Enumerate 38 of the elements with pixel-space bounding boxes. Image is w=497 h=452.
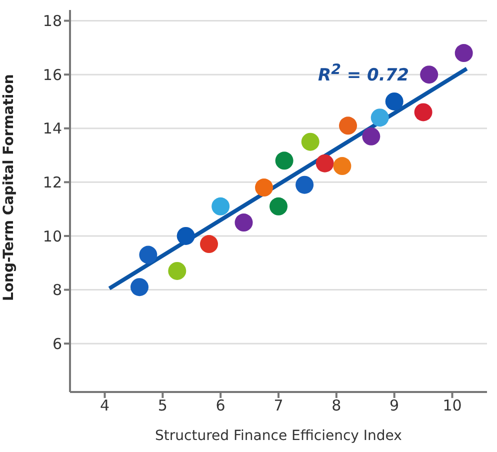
point — [275, 152, 294, 170]
point — [212, 197, 230, 216]
x-tick-label: 5 — [158, 396, 168, 415]
point — [362, 127, 380, 146]
y-tick-label: 16 — [42, 66, 62, 84]
y-tick-label: 10 — [42, 227, 62, 246]
x-tick-label: 4 — [100, 396, 110, 415]
point — [370, 108, 389, 127]
point — [139, 246, 158, 264]
y-tick-label: 8 — [52, 281, 62, 300]
x-tick-label: 7 — [274, 396, 284, 415]
point — [200, 235, 218, 254]
point — [255, 178, 274, 197]
point — [333, 157, 352, 176]
y-tick-label: 12 — [42, 173, 62, 192]
point — [414, 103, 432, 122]
x-tick-label: 10 — [442, 396, 462, 415]
point — [270, 197, 288, 216]
x-tick-label: 8 — [332, 396, 342, 415]
point — [168, 262, 186, 280]
y-tick-label: 18 — [42, 12, 62, 30]
point — [454, 44, 473, 62]
point — [176, 226, 195, 245]
y-tick-label: 6 — [52, 334, 62, 353]
y-axis-title: Long-Term Capital Formation — [0, 74, 17, 301]
x-axis-title: Structured Finance Efficiency Index — [155, 428, 402, 444]
point — [296, 176, 314, 194]
annotation: R$^{2}$ = 0.72 — [318, 62, 409, 86]
x-tick-label: 9 — [390, 396, 400, 415]
point — [130, 278, 148, 296]
x-tick-label: 6 — [216, 396, 226, 415]
point — [301, 132, 320, 151]
point — [234, 214, 253, 232]
point — [385, 92, 404, 110]
point — [339, 116, 357, 135]
point — [420, 66, 438, 84]
y-tick-label: 14 — [42, 120, 62, 138]
point — [316, 154, 334, 172]
